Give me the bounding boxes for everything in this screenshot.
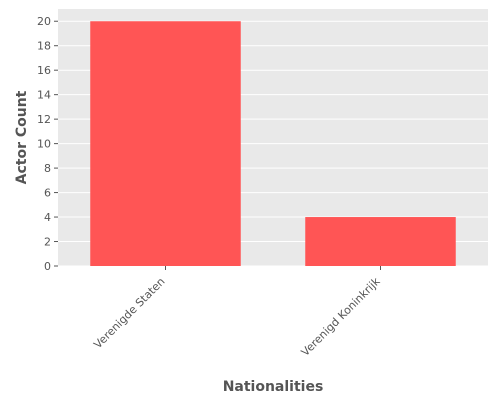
y-axis-ticks: 0 2 4 6 8 10 12 14 16 18 20: [37, 15, 58, 273]
bar: [305, 217, 456, 266]
y-tick-label: 14: [37, 89, 51, 102]
x-axis-title: Nationalities: [223, 379, 324, 395]
y-tick-label: 8: [44, 162, 51, 175]
x-tick-label: Verenigd Koninkrijk: [299, 274, 383, 358]
x-tick-label: Verenigde Staten: [91, 275, 167, 351]
y-tick-label: 2: [44, 236, 51, 249]
y-tick-label: 10: [37, 138, 51, 151]
bars: [90, 21, 456, 266]
y-tick-label: 18: [37, 40, 51, 53]
bar: [90, 21, 241, 266]
x-axis-ticks: Verenigde Staten Verenigd Koninkrijk: [91, 266, 383, 359]
y-tick-label: 16: [37, 64, 51, 77]
y-tick-label: 20: [37, 15, 51, 28]
y-tick-label: 12: [37, 113, 51, 126]
y-tick-label: 6: [44, 187, 51, 200]
y-tick-label: 4: [44, 211, 51, 224]
y-tick-label: 0: [44, 260, 51, 273]
y-axis-title: Actor Count: [14, 90, 30, 184]
